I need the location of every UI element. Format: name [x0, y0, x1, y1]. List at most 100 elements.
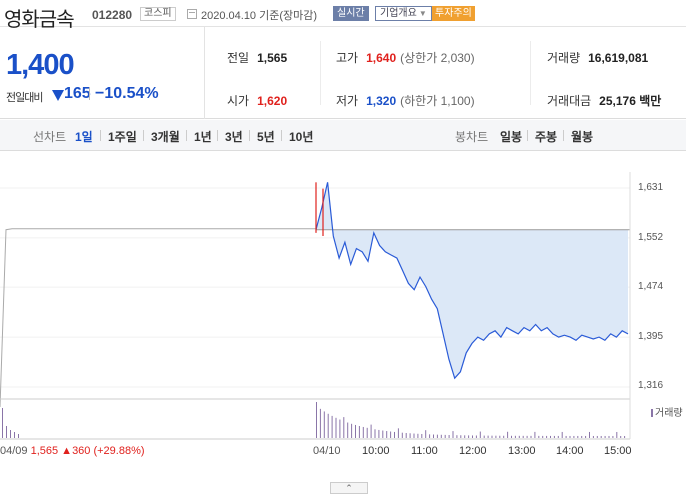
- period-5y[interactable]: 5년: [257, 130, 275, 144]
- divider: [563, 130, 564, 141]
- low-value: 1,320: [366, 94, 397, 108]
- prev-close-label: 전일: [227, 51, 250, 65]
- chevron-down-icon: ▼: [418, 9, 427, 18]
- high-cell: 고가 1,640 (상한가 2,030): [336, 49, 475, 66]
- x-tick: 15:00: [604, 445, 632, 457]
- volume-bar: [370, 424, 372, 438]
- volume-bar: [339, 419, 341, 438]
- volume-bar: [604, 435, 606, 438]
- calendar-icon: [187, 9, 197, 19]
- volume-bar: [553, 435, 555, 438]
- low-label: 저가: [336, 94, 359, 108]
- volume-bar: [2, 408, 3, 438]
- divider: [530, 41, 531, 105]
- volume-bar: [518, 435, 520, 438]
- realtime-button[interactable]: 실시간: [333, 6, 369, 21]
- candle-monthly[interactable]: 월봉: [571, 130, 594, 144]
- divider: [527, 130, 528, 141]
- volume-bar: [573, 435, 575, 438]
- volume-bar: [448, 434, 450, 438]
- amount-value: 25,176 백만: [599, 94, 662, 108]
- volume-bar: [323, 411, 325, 438]
- volume-bar: [452, 431, 454, 438]
- investment-caution-badge[interactable]: 투자주의: [432, 6, 475, 21]
- down-arrow-icon: [52, 90, 64, 101]
- volume-bar: [592, 435, 594, 438]
- collapse-button[interactable]: ⌃: [330, 482, 368, 494]
- volume-bar: [355, 424, 356, 438]
- volume-bar: [335, 417, 337, 438]
- x-tick: 10:00: [362, 445, 390, 457]
- y-tick: 1,316: [638, 380, 664, 391]
- volume-bar: [507, 431, 509, 438]
- volume-bar: [425, 430, 427, 438]
- volume-bar: [343, 417, 345, 438]
- divider: [281, 130, 282, 141]
- x-tick: 11:00: [411, 445, 438, 457]
- company-overview-button[interactable]: 기업개요 ▼: [375, 6, 432, 21]
- change-value: 165: [64, 85, 91, 102]
- volume-bar: [436, 434, 438, 438]
- period-10y[interactable]: 10년: [289, 130, 314, 144]
- volume-bar: [397, 428, 399, 438]
- open-value: 1,620: [257, 94, 288, 108]
- volume-bar: [464, 435, 466, 438]
- volume-bar: [472, 435, 473, 438]
- volume-bar: [468, 435, 470, 438]
- open-cell: 시가 1,620: [227, 92, 287, 109]
- volume-bar: [316, 402, 317, 438]
- volume-bar: [577, 435, 579, 438]
- period-3m[interactable]: 3개월: [151, 130, 180, 144]
- volume-bar: [10, 430, 11, 438]
- price-line: [315, 182, 629, 380]
- volume-bar: [612, 435, 614, 438]
- prev-day-date: 04/09: [0, 445, 28, 457]
- volume-bar: [6, 426, 7, 438]
- period-1d[interactable]: 1일: [75, 130, 93, 144]
- volume-bar: [433, 434, 434, 438]
- volume-bar: [511, 435, 512, 438]
- stock-header: 영화금속 012280 코스피 2020.04.10 기준(장마감) 실시간 기…: [0, 0, 686, 31]
- volume-bar: [491, 435, 493, 438]
- volume-bar: [546, 435, 548, 438]
- volume-bar: [522, 435, 524, 438]
- volume-label: 거래량: [547, 51, 581, 65]
- price-summary: 1,400 전일대비 165 −10.54% 전일 1,565 시가 1,620 고…: [0, 27, 686, 119]
- volume-bar: [362, 426, 364, 438]
- high-label: 고가: [336, 51, 359, 65]
- change-divider: [89, 87, 90, 100]
- volume-bar: [440, 434, 442, 438]
- volume-bar: [596, 435, 598, 438]
- volume-bar: [405, 432, 407, 438]
- y-tick: 1,631: [638, 182, 664, 193]
- volume-bar: [608, 435, 610, 438]
- upper-limit: (상한가 2,030): [400, 51, 475, 65]
- volume-bar: [479, 431, 481, 438]
- period-1y[interactable]: 1년: [194, 130, 212, 144]
- divider: [186, 130, 187, 141]
- volume-bar: [456, 435, 458, 438]
- volume-bar: [347, 422, 349, 438]
- volume-bar: [460, 435, 462, 438]
- volume-bar: [542, 435, 544, 438]
- candle-daily[interactable]: 일봉: [500, 130, 523, 144]
- volume-bars: [2, 402, 626, 438]
- volume-bar: [378, 429, 380, 438]
- volume-legend-label: 거래량: [655, 408, 683, 419]
- volume-bar: [417, 433, 419, 438]
- volume-bar: [503, 435, 505, 438]
- amount-label: 거래대금: [547, 94, 592, 108]
- candle-chart-label: 봉차트: [455, 130, 489, 144]
- x-tick: 13:00: [508, 445, 536, 457]
- candle-weekly[interactable]: 주봉: [535, 130, 558, 144]
- change-label: 전일대비: [6, 92, 43, 104]
- intraday-chart[interactable]: 1,631 1,552 1,474 1,395 1,316 거래량 04/09 …: [0, 152, 686, 497]
- chart-canvas: [0, 172, 631, 440]
- high-value: 1,640: [366, 51, 397, 65]
- volume-bar: [569, 435, 571, 438]
- line-chart-label: 선차트: [33, 130, 67, 144]
- period-1w[interactable]: 1주일: [108, 130, 137, 144]
- lower-limit: (하한가 1,100): [400, 94, 475, 108]
- divider: [100, 130, 101, 141]
- period-3y[interactable]: 3년: [225, 130, 243, 144]
